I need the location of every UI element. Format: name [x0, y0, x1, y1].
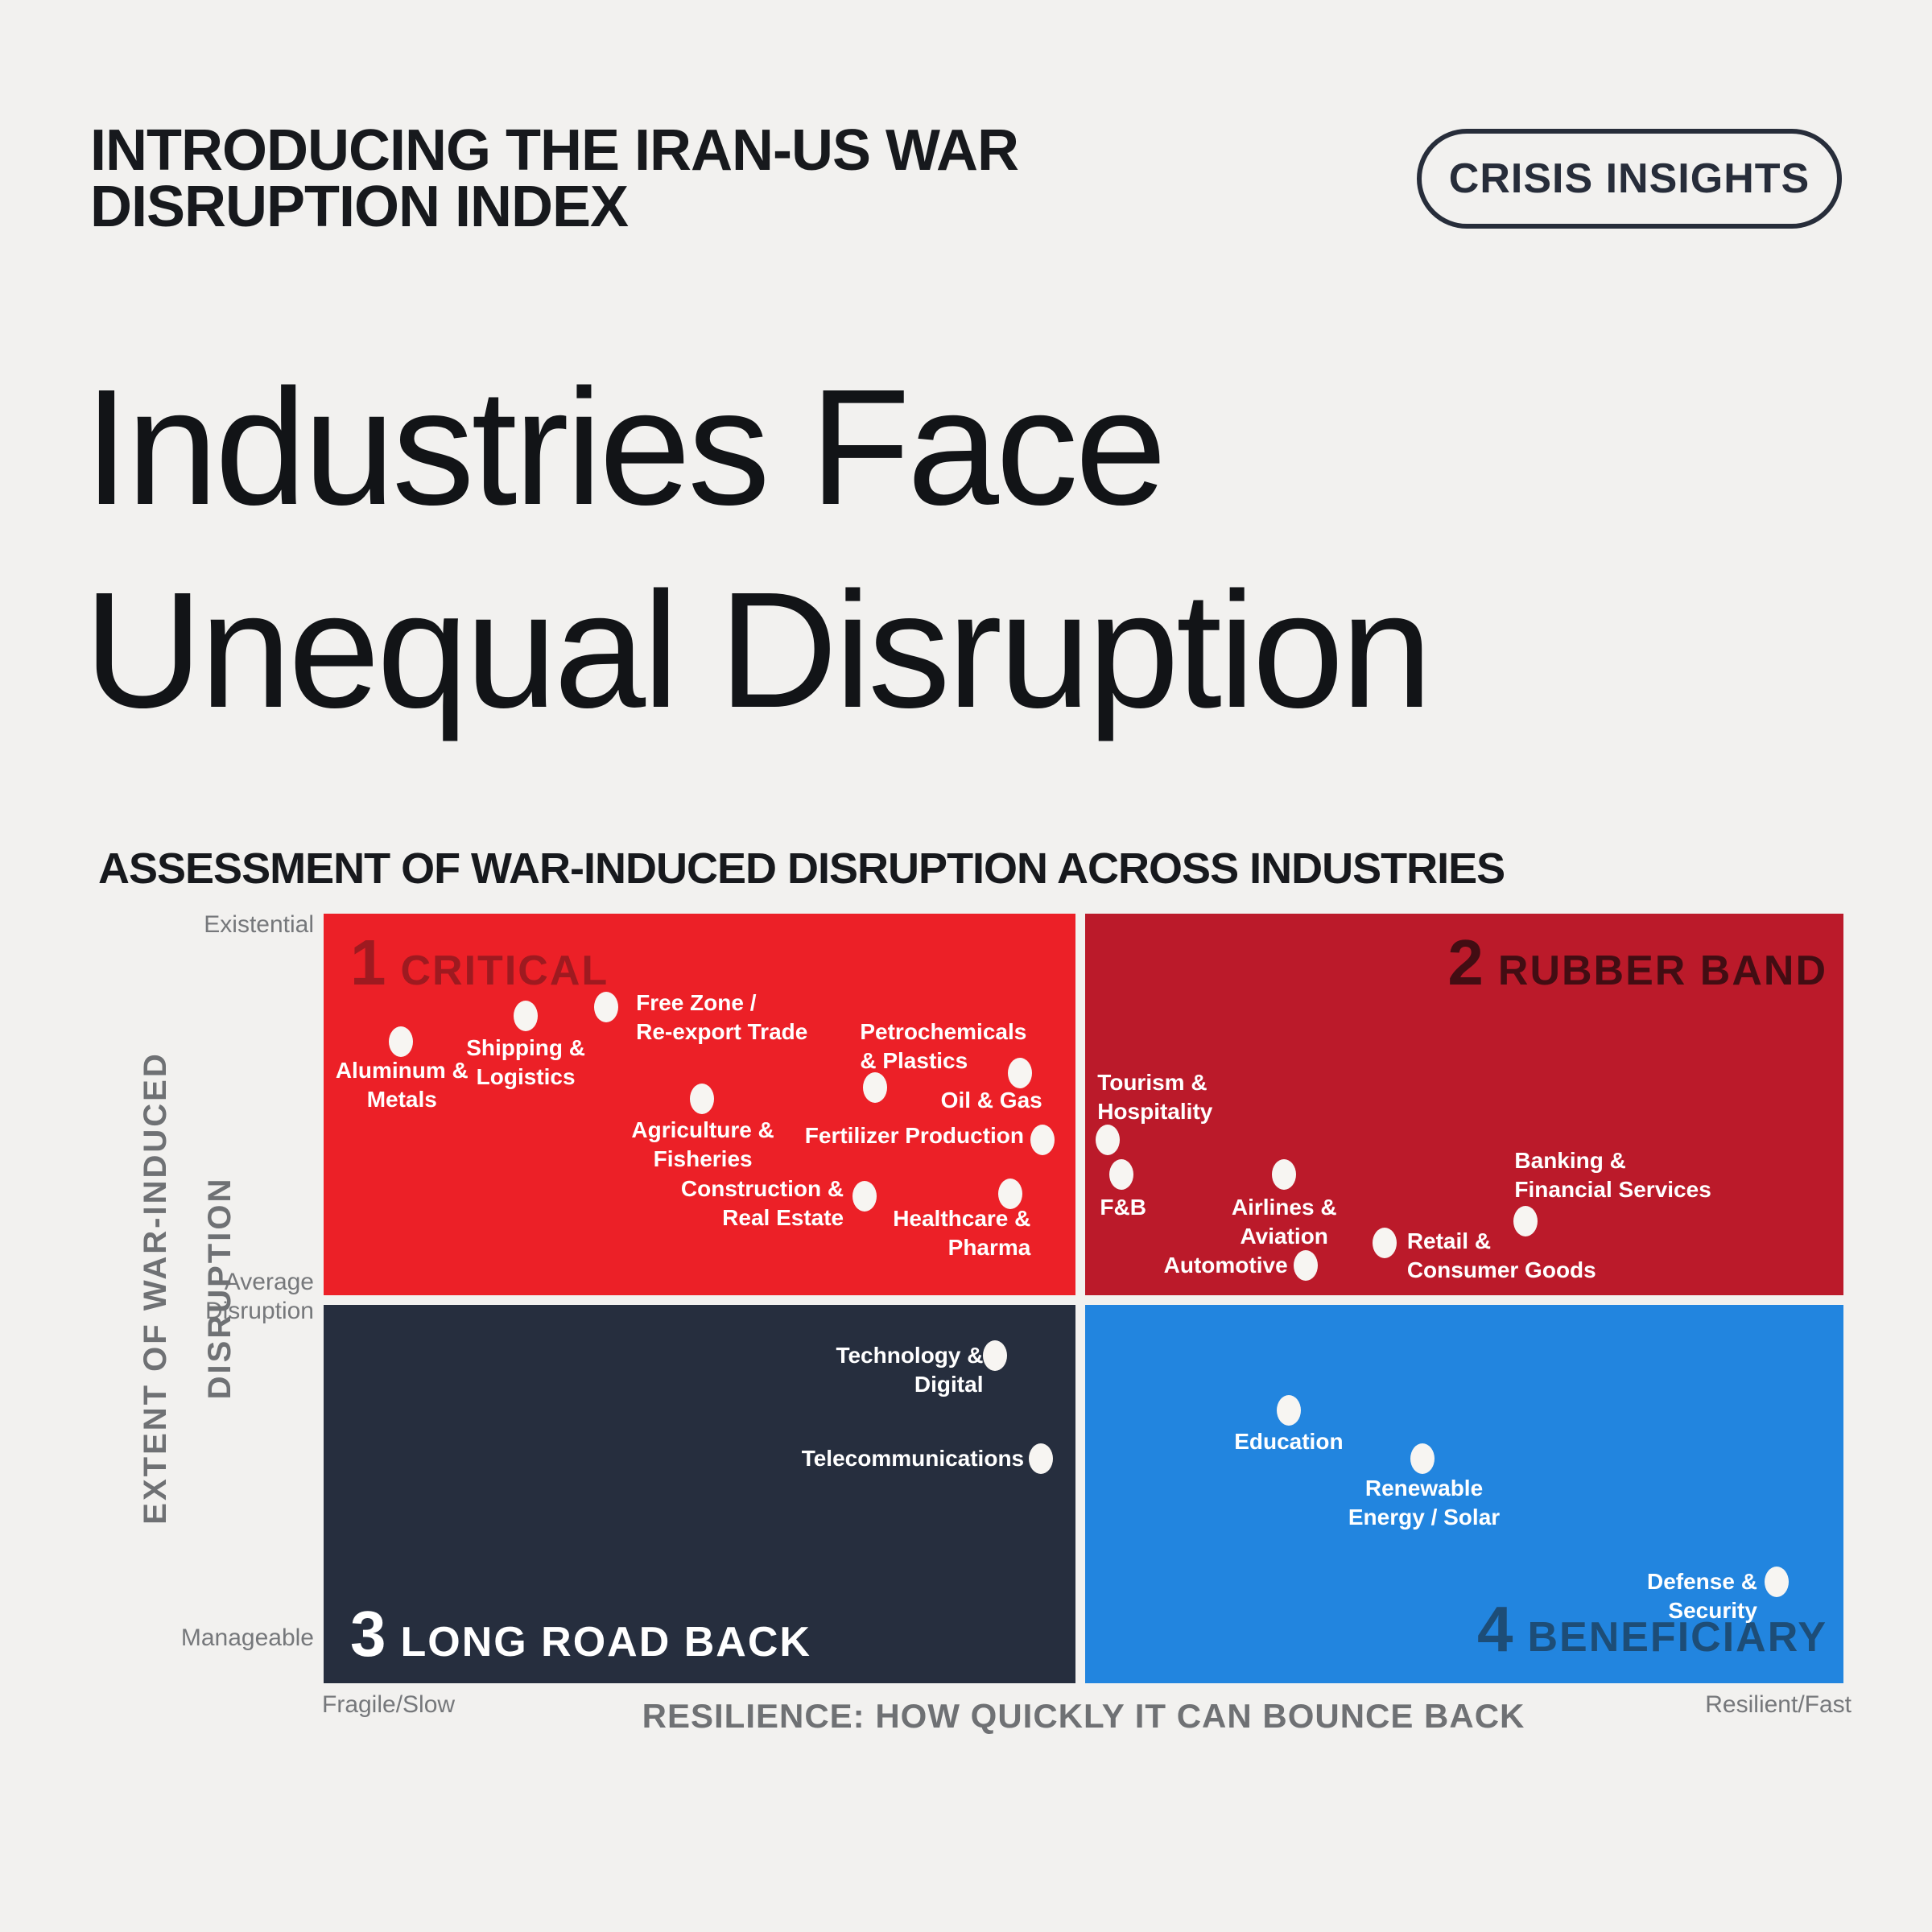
quadrant-title-long-road-back: 3 LONG ROAD BACK	[350, 1602, 811, 1666]
industry-label: Banking & Financial Services	[1514, 1148, 1711, 1203]
industry-dot	[983, 1340, 1008, 1371]
industry-label: Petrochemicals & Plastics	[860, 1019, 1027, 1074]
industry-dot	[1513, 1206, 1538, 1237]
industry-label: Aluminum & Metals	[335, 1057, 469, 1112]
industry-label: Renewable Energy / Solar	[1348, 1475, 1501, 1530]
industry-label: Telecommunications	[801, 1445, 1025, 1471]
industry-label: Healthcare & Pharma	[893, 1205, 1031, 1260]
industry-label: Automotive	[1163, 1252, 1288, 1278]
industry-dot	[1372, 1228, 1397, 1259]
industry-dot	[1007, 1057, 1032, 1088]
quadrant-number: 3	[350, 1598, 386, 1670]
crisis-insights-badge: CRISIS INSIGHTS	[1417, 129, 1842, 229]
quadrant-title-rubber-band: 2 RUBBER BAND	[1447, 931, 1827, 995]
industry-dot	[998, 1178, 1023, 1209]
industry-label: Shipping & Logistics	[466, 1035, 585, 1090]
industry-dot	[514, 1001, 539, 1032]
industry-label: Oil & Gas	[940, 1087, 1042, 1113]
industry-dot	[863, 1072, 888, 1104]
industry-label: Technology & Digital	[836, 1342, 984, 1397]
y-tick-average-disruption: Average Disruption	[204, 1269, 314, 1324]
industry-dot	[1272, 1159, 1297, 1191]
quadrant-beneficiary	[1085, 1305, 1843, 1683]
quadrant-title-critical: 1 CRITICAL	[350, 931, 609, 995]
industry-label: Retail & Consumer Goods	[1406, 1228, 1596, 1283]
y-axis-title: EXTENT OF WAR-INDUCED DISRUPTION	[138, 1051, 237, 1525]
quadrant-number: 2	[1447, 927, 1484, 998]
industry-dot	[852, 1180, 877, 1212]
kicker-heading: INTRODUCING THE IRAN-US WAR DISRUPTION I…	[90, 118, 1019, 239]
y-tick-manageable: Manageable	[180, 1624, 314, 1651]
industry-dot	[389, 1026, 414, 1057]
industry-label: Airlines & Aviation	[1231, 1195, 1337, 1249]
industry-dot	[594, 991, 619, 1022]
industry-dot	[1096, 1125, 1121, 1156]
quadrant-name: RUBBER BAND	[1497, 947, 1827, 994]
industry-label: Education	[1234, 1428, 1344, 1454]
industry-dot	[1030, 1125, 1055, 1156]
industry-dot	[1293, 1249, 1318, 1281]
quadrant-title-beneficiary: 4 BENEFICIARY	[1477, 1597, 1827, 1662]
x-tick-fragile-slow: Fragile/Slow	[322, 1691, 456, 1718]
page-title: Industries Face Unequal Disruption	[84, 355, 1433, 742]
industry-dot	[1764, 1566, 1789, 1597]
industry-label: Tourism & Hospitality	[1097, 1070, 1213, 1125]
quadrant-name: CRITICAL	[400, 947, 609, 994]
industry-dot	[1029, 1443, 1054, 1474]
quadrant-long-road-back	[324, 1305, 1075, 1683]
x-axis-title: RESILIENCE: HOW QUICKLY IT CAN BOUNCE BA…	[642, 1697, 1525, 1735]
quadrant-rubber-band	[1085, 914, 1843, 1295]
quadrant-name: LONG ROAD BACK	[400, 1619, 811, 1666]
industry-label: Defense & Security	[1646, 1568, 1757, 1623]
industry-label: Free Zone / Re-export Trade	[636, 989, 808, 1044]
industry-label: F&B	[1100, 1195, 1146, 1220]
industry-dot	[1410, 1443, 1435, 1474]
quadrant-name: BENEFICIARY	[1527, 1614, 1827, 1661]
quadrant-number: 4	[1476, 1593, 1513, 1665]
chart-subtitle: ASSESSMENT OF WAR-INDUCED DISRUPTION ACR…	[98, 844, 1505, 893]
y-tick-existential: Existential	[204, 911, 314, 938]
badge-label: CRISIS INSIGHTS	[1448, 155, 1810, 202]
industry-dot	[1276, 1394, 1301, 1426]
industry-dot	[1109, 1159, 1134, 1191]
industry-label: Agriculture & Fisheries	[631, 1117, 774, 1172]
industry-dot	[690, 1084, 715, 1115]
industry-label: Construction & Real Estate	[680, 1175, 844, 1230]
industry-label: Fertilizer Production	[804, 1123, 1025, 1149]
quadrant-number: 1	[350, 927, 386, 998]
x-tick-resilient-fast: Resilient/Fast	[1705, 1691, 1852, 1718]
